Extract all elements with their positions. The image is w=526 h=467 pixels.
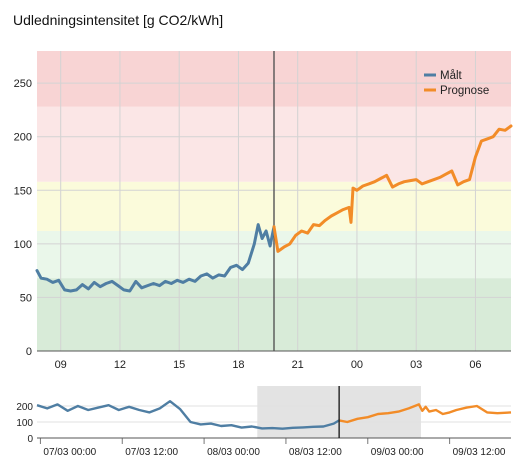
legend-label[interactable]: Prognose <box>440 85 489 97</box>
series-line-maalt <box>35 223 276 293</box>
navigator-x-tick-label: 08/03 12:00 <box>289 447 342 458</box>
legend-label[interactable]: Målt <box>440 70 463 82</box>
navigator-series-prognose <box>338 403 512 424</box>
x-tick-label: 12 <box>114 359 126 370</box>
x-tick-label: 03 <box>410 359 422 370</box>
chart-title: Udledningsintensitet [g CO2/kWh] <box>13 12 224 28</box>
navigator-x-tick-label: 09/03 00:00 <box>371 447 424 458</box>
x-tick-label: 06 <box>469 359 481 370</box>
y-tick-label: 250 <box>14 78 32 90</box>
navigator-x-tick-label: 09/03 12:00 <box>453 447 506 458</box>
y-tick-label: 200 <box>14 132 32 144</box>
navigator-y-tick-label: 100 <box>16 418 33 429</box>
navigator-y-tick-label: 200 <box>16 402 33 413</box>
navigator-chart[interactable]: 0 100 200 07/03 00:00 07/03 12:00 08/03 00:00… <box>0 370 526 467</box>
navigator-y-tick-label: 0 <box>27 434 33 445</box>
y-tick-label: 100 <box>14 239 32 251</box>
navigator-series-maalt <box>36 400 340 430</box>
y-tick-label: 0 <box>26 346 32 358</box>
navigator-x-tick-label: 07/03 00:00 <box>43 447 96 458</box>
series-line-prognose <box>272 124 513 253</box>
x-tick-label: 18 <box>232 359 244 370</box>
legend[interactable]: Målt Prognose <box>424 70 489 97</box>
y-tick-label: 150 <box>14 185 32 197</box>
x-tick-label: 21 <box>292 359 304 370</box>
navigator-x-tick-label: 07/03 12:00 <box>125 447 178 458</box>
y-tick-label: 50 <box>20 292 32 304</box>
x-tick-label: 09 <box>55 359 67 370</box>
x-tick-label: 00 <box>351 359 363 370</box>
x-tick-label: 15 <box>173 359 185 370</box>
main-chart[interactable]: 09 12 15 18 21 00 03 06 0 50 100 150 200 250 Målt Progn… <box>0 0 526 370</box>
navigator-x-tick-label: 08/03 00:00 <box>207 447 260 458</box>
